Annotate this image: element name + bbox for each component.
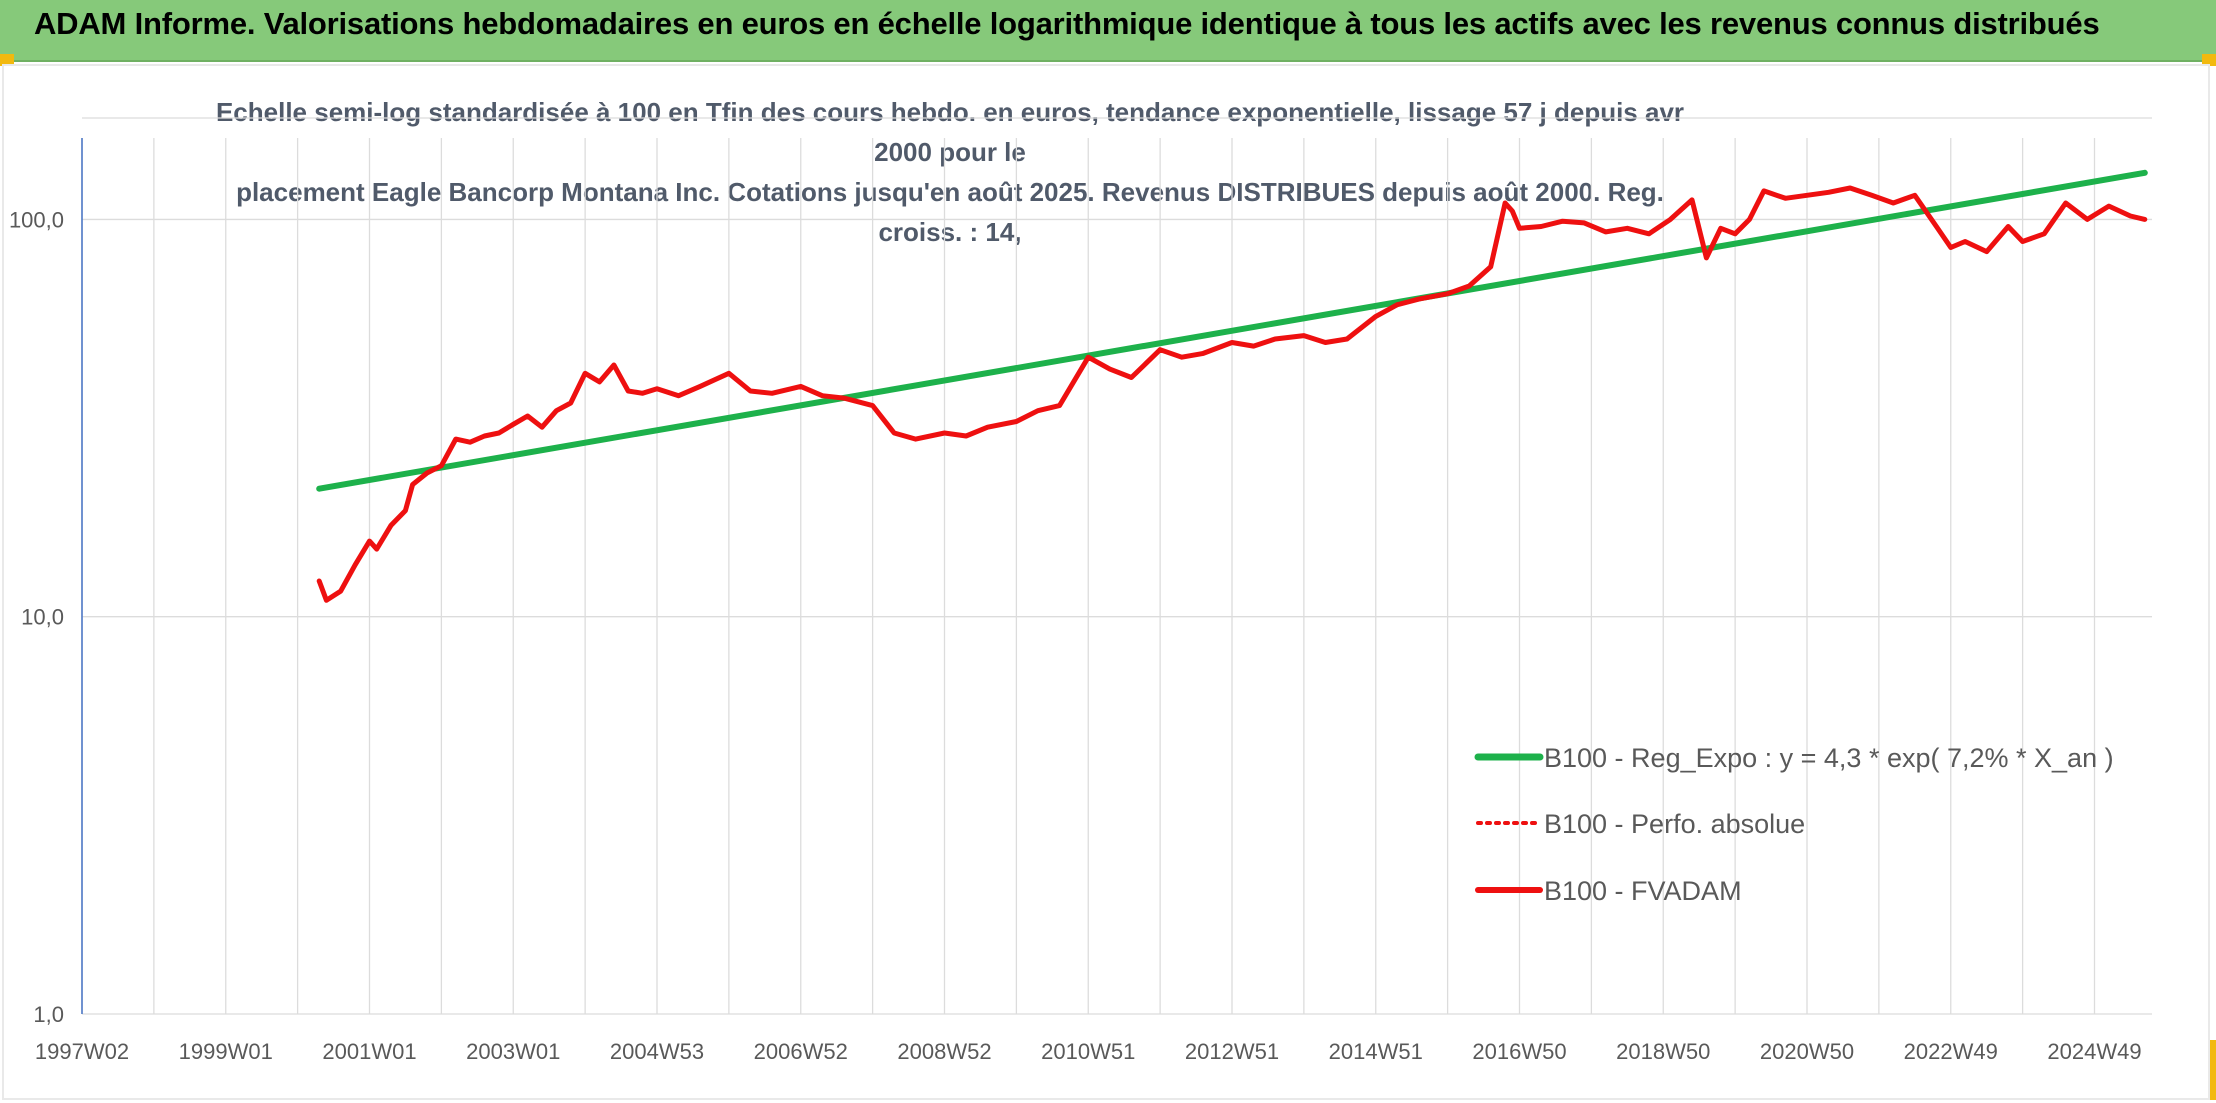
x-tick-label: 2006W52 (754, 1039, 848, 1064)
x-tick-label: 2018W50 (1616, 1039, 1710, 1064)
chart-title: Echelle semi-log standardisée à 100 en T… (200, 92, 1700, 252)
x-tick-label: 2008W52 (897, 1039, 991, 1064)
header-bar: ADAM Informe. Valorisations hebdomadaire… (0, 0, 2216, 62)
chart-title-line-1: Echelle semi-log standardisée à 100 en T… (215, 97, 1685, 167)
corner-accent-bottom-right (2208, 1040, 2216, 1100)
legend-trend-label: B100 - Reg_Expo : y = 4,3 * exp( 7,2% * … (1544, 743, 2114, 773)
series-fvadam-line (316, 185, 2148, 603)
corner-accent-top-right (2202, 54, 2216, 66)
x-tick-label: 2010W51 (1041, 1039, 1135, 1064)
x-tick-label: 2001W01 (322, 1039, 416, 1064)
x-tick-label: 2022W49 (1904, 1039, 1998, 1064)
x-tick-label: 2024W49 (2047, 1039, 2141, 1064)
y-tick-label: 100,0 (9, 207, 64, 232)
y-tick-label: 10,0 (21, 605, 64, 630)
legend-perfo-absolue-label: B100 - Perfo. absolue (1544, 809, 1805, 839)
corner-accent-top-left (0, 54, 14, 66)
page-title: ADAM Informe. Valorisations hebdomadaire… (34, 6, 2100, 41)
x-tick-label: 1997W02 (35, 1039, 129, 1064)
y-tick-label: 1,0 (33, 1002, 64, 1027)
x-tick-label: 2016W50 (1472, 1039, 1566, 1064)
x-tick-label: 2020W50 (1760, 1039, 1854, 1064)
legend-fvadam-label: B100 - FVADAM (1544, 876, 1742, 906)
x-tick-label: 2012W51 (1185, 1039, 1279, 1064)
x-tick-label: 2004W53 (610, 1039, 704, 1064)
x-tick-label: 2003W01 (466, 1039, 560, 1064)
x-tick-label: 2014W51 (1329, 1039, 1423, 1064)
chart-frame (2, 64, 2210, 1100)
x-tick-label: 1999W01 (179, 1039, 273, 1064)
series-trend-line (316, 169, 2148, 492)
chart-title-line-2: placement Eagle Bancorp Montana Inc. Cot… (236, 177, 1664, 247)
